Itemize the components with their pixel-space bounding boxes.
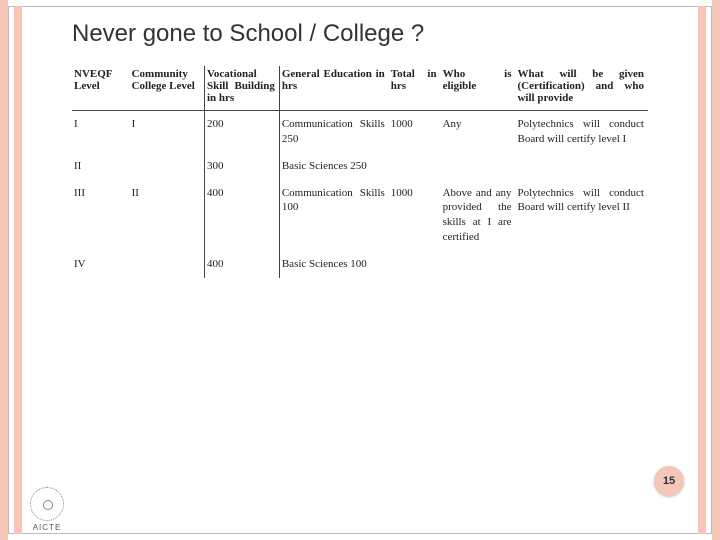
- frame-stripe-inner-right: [698, 6, 706, 534]
- table-row: II200Communication Skills 2501000AnyPoly…: [72, 111, 648, 153]
- table-cell: [389, 153, 441, 180]
- table-cell: [515, 251, 648, 278]
- table-cell: Communication Skills 250: [279, 111, 388, 153]
- nveqf-col-header: Vocational Skill Building in hrs: [204, 66, 279, 111]
- table-cell: 1000: [389, 180, 441, 251]
- table-cell: [130, 153, 205, 180]
- table-cell: II: [130, 180, 205, 251]
- nveqf-col-header: Total in hrs: [389, 66, 441, 111]
- aicte-seal-icon: [30, 487, 64, 521]
- nveqf-col-header: General Education in hrs: [279, 66, 388, 111]
- nveqf-tbody: II200Communication Skills 2501000AnyPoly…: [72, 111, 648, 278]
- slide-content: Never gone to School / College ? NVEQF L…: [28, 8, 692, 532]
- table-cell: Basic Sciences 100: [279, 251, 388, 278]
- table-cell: III: [72, 180, 130, 251]
- table-cell: 300: [204, 153, 279, 180]
- nveqf-thead: NVEQF LevelCommunity College LevelVocati…: [72, 66, 648, 111]
- page-number-badge: 15: [654, 466, 684, 496]
- aicte-logo: AICTE: [30, 487, 64, 532]
- frame-stripe-outer-right: [712, 0, 720, 540]
- frame-stripe-inner-left: [14, 6, 22, 534]
- table-cell: II: [72, 153, 130, 180]
- table-cell: [389, 251, 441, 278]
- table-cell: [441, 251, 516, 278]
- table-cell: Communication Skills 100: [279, 180, 388, 251]
- table-cell: 200: [204, 111, 279, 153]
- table-cell: 400: [204, 180, 279, 251]
- nveqf-col-header: Who is eligible: [441, 66, 516, 111]
- table-row: IV 400Basic Sciences 100: [72, 251, 648, 278]
- table-cell: Polytechnics will conduct Board will cer…: [515, 111, 648, 153]
- table-row: IIIII400Communication Skills 1001000Abov…: [72, 180, 648, 251]
- nveqf-col-header: NVEQF Level: [72, 66, 130, 111]
- table-cell: 400: [204, 251, 279, 278]
- table-cell: Above and any provided the skills at I a…: [441, 180, 516, 251]
- table-cell: IV: [72, 251, 130, 278]
- nveqf-col-header: What will be given (Certification) and w…: [515, 66, 648, 111]
- nveqf-table: NVEQF LevelCommunity College LevelVocati…: [72, 66, 648, 278]
- table-cell: I: [72, 111, 130, 153]
- frame-stripe-outer-left: [0, 0, 8, 540]
- table-row: II 300Basic Sciences 250: [72, 153, 648, 180]
- page-title: Never gone to School / College ?: [72, 20, 648, 48]
- table-cell: Basic Sciences 250: [279, 153, 388, 180]
- page-number: 15: [663, 475, 675, 487]
- table-cell: Any: [441, 111, 516, 153]
- nveqf-col-header: Community College Level: [130, 66, 205, 111]
- table-cell: Polytechnics will conduct Board will cer…: [515, 180, 648, 251]
- table-cell: [515, 153, 648, 180]
- table-cell: 1000: [389, 111, 441, 153]
- table-cell: I: [130, 111, 205, 153]
- table-cell: [441, 153, 516, 180]
- nveqf-header-row: NVEQF LevelCommunity College LevelVocati…: [72, 66, 648, 111]
- table-cell: [130, 251, 205, 278]
- aicte-logo-text: AICTE: [30, 523, 64, 532]
